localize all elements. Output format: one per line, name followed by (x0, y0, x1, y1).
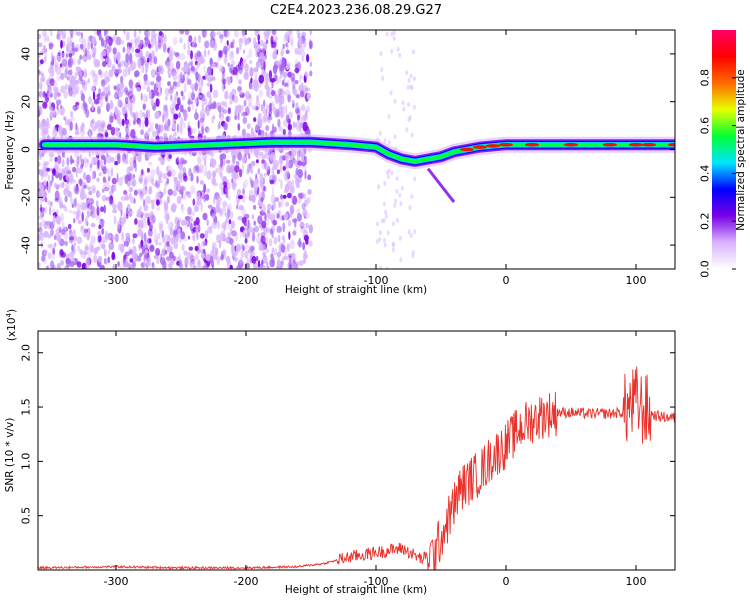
x-tick-label: 0 (503, 575, 510, 588)
y-tick-label: 0 (20, 146, 33, 153)
y-tick-label: 0.5 (20, 507, 33, 525)
spectrogram-image (38, 30, 675, 269)
y-tick-label: 40 (20, 47, 33, 61)
x-axis-label: Height of straight line (km) (285, 284, 427, 296)
y-tick-label: 1.5 (20, 398, 33, 416)
x-tick-label: -300 (104, 274, 129, 287)
x-tick-label: -100 (364, 274, 389, 287)
y-tick-label: 1.0 (20, 453, 33, 471)
y-axis-label: Frequency (Hz) (4, 110, 16, 189)
y-tick-label: 2.0 (20, 344, 33, 362)
colorbar-tick-label: 0.6 (699, 117, 712, 135)
snr-series-line (38, 366, 675, 570)
x-tick-label: -300 (104, 575, 129, 588)
x-tick-label: -100 (364, 575, 389, 588)
colorbar-tick-label: 0.2 (699, 212, 712, 230)
colorbar-tick-label: 0.4 (699, 165, 712, 183)
colorbar: 0.0 0.2 0.4 0.6 0.8 Normalized spectral ampli… (699, 30, 747, 278)
colorbar-label: Normalized spectral amplitude (735, 69, 747, 230)
x-tick-label: 100 (626, 575, 647, 588)
x-tick-label: -200 (234, 274, 259, 287)
colorbar-tick-label: 0.0 (699, 260, 712, 278)
y-tick-label: -40 (20, 236, 33, 254)
snr-panel: -300 -200 -100 0 100 0.5 1.0 1.5 2.0 Height of st… (4, 309, 676, 596)
y-tick-label: 20 (20, 95, 33, 109)
x-tick-label: 0 (503, 274, 510, 287)
x-tick-label: 100 (626, 274, 647, 287)
colorbar-tick-label: 0.8 (699, 69, 712, 87)
y-scale-factor: (x104) (5, 309, 18, 341)
colorbar-gradient (712, 30, 736, 269)
x-tick-label: -200 (234, 575, 259, 588)
x-axis-label: Height of straight line (km) (285, 584, 427, 596)
chart-title: C2E4.2023.236.08.29.G27 (270, 3, 442, 18)
y-tick-label: -20 (20, 188, 33, 206)
y-axis-label: SNR (10 * v/v) (4, 418, 16, 493)
